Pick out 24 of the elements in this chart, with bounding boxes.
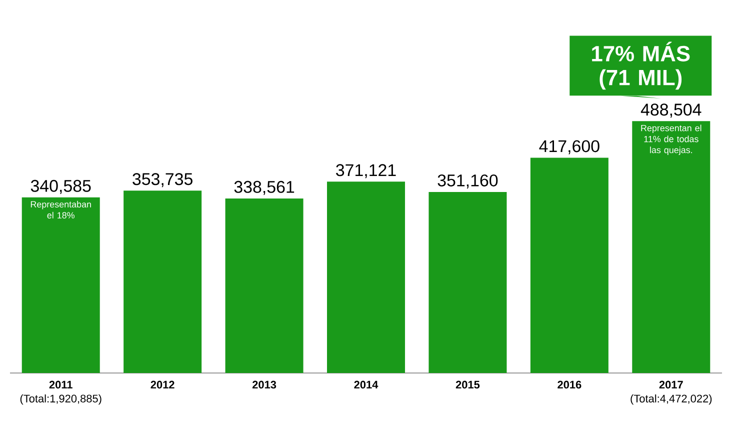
bar [632, 121, 710, 373]
data-label: 340,585 [30, 180, 91, 194]
bar [22, 197, 100, 373]
x-tick-label: 2016 [558, 380, 582, 389]
text: 17% MÁS (71 MIL) [592, 42, 690, 90]
data-label: 338,561 [234, 180, 294, 195]
x-tick-label: 2013 [252, 380, 276, 389]
data-label: 417,600 [539, 140, 600, 154]
bar [225, 198, 304, 373]
data-label: 353,735 [132, 173, 192, 188]
x-tick-label: 2017 (Total:4,472,022) [630, 380, 712, 405]
data-label: 371,121 [336, 164, 396, 178]
bar [124, 190, 202, 373]
bar [428, 192, 507, 373]
bar [530, 158, 608, 373]
annotation: Representan el 11% de todas las quejas. [641, 124, 702, 155]
data-label: 488,504 [640, 104, 702, 118]
bar [327, 182, 406, 373]
data-label: 351,160 [438, 174, 498, 188]
x-tick-label: 2012 [150, 380, 174, 389]
x-tick-label: 2014 [354, 380, 378, 389]
x-tick-label: 2011 (Total:1,920,885) [20, 380, 102, 405]
annotation: Representaban el 18% [30, 200, 91, 218]
x-tick-label: 2015 [456, 380, 480, 389]
